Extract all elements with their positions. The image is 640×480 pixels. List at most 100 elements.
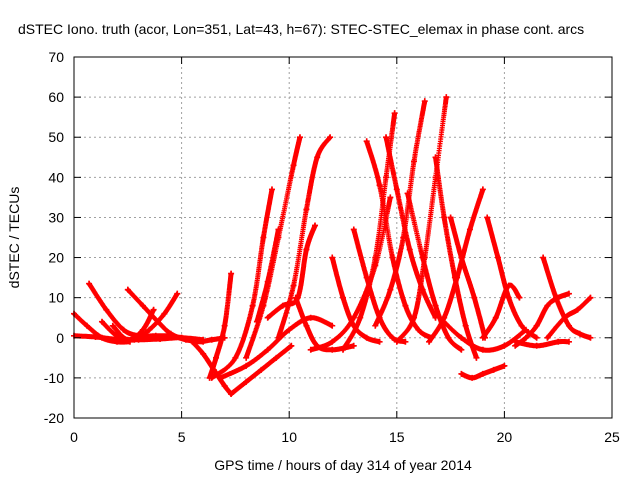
data-point <box>462 322 469 329</box>
data-point <box>415 326 422 333</box>
series-arc-10 <box>206 270 235 381</box>
data-point <box>421 98 428 105</box>
data-point <box>200 350 207 357</box>
series-markers <box>86 281 176 339</box>
data-point <box>466 226 473 233</box>
series-arc-29 <box>447 214 489 341</box>
y-tick-label: 70 <box>48 49 64 65</box>
data-point <box>327 134 334 141</box>
data-point <box>329 322 336 329</box>
y-tick-label: 40 <box>48 169 64 185</box>
y-tick-label: 10 <box>48 290 64 306</box>
data-point <box>406 246 413 253</box>
data-point <box>109 322 116 329</box>
x-tick-label: 10 <box>281 429 297 445</box>
data-point <box>454 274 461 281</box>
data-point <box>165 332 172 339</box>
data-point <box>286 326 293 333</box>
data-point <box>340 346 346 353</box>
data-point <box>258 366 265 373</box>
series-arc-14 <box>275 134 334 341</box>
ticks: 0 5 10 15 20 25 -20 -10 0 10 20 30 40 50 60 70 <box>44 49 620 445</box>
data-point <box>154 318 161 325</box>
data-point <box>458 334 465 341</box>
data-point <box>92 333 99 340</box>
data-point <box>383 174 390 181</box>
data-point <box>393 186 400 193</box>
series-arc-3 <box>86 280 176 339</box>
data-point <box>213 354 220 361</box>
data-point <box>372 322 379 329</box>
data-point <box>243 354 250 361</box>
data-point <box>516 294 523 301</box>
data-point <box>432 302 439 309</box>
data-point <box>445 334 452 341</box>
data-point <box>314 154 321 161</box>
data-point <box>98 318 105 325</box>
y-tick-label: -10 <box>44 370 64 386</box>
data-point <box>161 310 168 317</box>
data-point <box>208 336 215 343</box>
data-point <box>447 214 454 221</box>
data-point <box>501 342 508 349</box>
data-point <box>307 346 314 353</box>
data-point <box>387 194 394 201</box>
data-point <box>363 138 370 145</box>
x-tick-label: 20 <box>497 429 513 445</box>
y-tick-label: -20 <box>44 410 64 426</box>
series-markers <box>275 134 333 341</box>
data-point <box>555 338 562 345</box>
data-point <box>505 282 512 289</box>
series-arc-32 <box>479 282 523 341</box>
series-arc-35 <box>540 254 594 341</box>
data-point <box>290 282 297 289</box>
data-point <box>174 290 181 297</box>
data-point <box>479 186 486 193</box>
data-point <box>363 274 370 281</box>
data-point <box>279 302 286 309</box>
y-tick-label: 60 <box>48 89 64 105</box>
data-point <box>124 336 131 343</box>
data-point <box>273 354 280 361</box>
data-point <box>471 294 478 301</box>
data-point <box>243 378 250 385</box>
data-point <box>411 158 418 165</box>
data-point <box>494 254 501 261</box>
data-point <box>522 334 529 341</box>
data-point <box>389 254 396 261</box>
data-point <box>83 322 90 329</box>
x-tick-label: 15 <box>389 429 405 445</box>
data-point <box>484 214 491 221</box>
series-arc-16 <box>217 314 336 381</box>
data-point <box>357 314 364 321</box>
data-point <box>350 314 357 321</box>
data-point <box>443 94 450 101</box>
data-point <box>376 182 383 189</box>
data-point <box>150 306 157 313</box>
data-point <box>544 302 551 309</box>
x-tick-label: 25 <box>604 429 620 445</box>
grid <box>74 57 612 418</box>
data-point <box>469 374 476 381</box>
data-point <box>221 322 228 329</box>
data-point <box>329 254 336 261</box>
data-point <box>587 294 594 301</box>
data-point <box>387 286 394 293</box>
data-point <box>372 254 379 261</box>
y-tick-label: 50 <box>48 129 64 145</box>
data-point <box>518 322 525 329</box>
data-point <box>587 334 594 341</box>
data-point <box>146 326 153 333</box>
series-arc-23 <box>383 134 439 321</box>
series-arc-6 <box>109 306 157 343</box>
data-point <box>228 390 235 397</box>
data-point <box>350 226 357 233</box>
data-point <box>400 234 407 241</box>
data-point <box>260 234 267 241</box>
data-point <box>264 346 271 353</box>
series-arc-26 <box>404 190 465 353</box>
data-point <box>458 346 465 353</box>
data-point <box>505 294 512 301</box>
data-point <box>540 254 547 261</box>
